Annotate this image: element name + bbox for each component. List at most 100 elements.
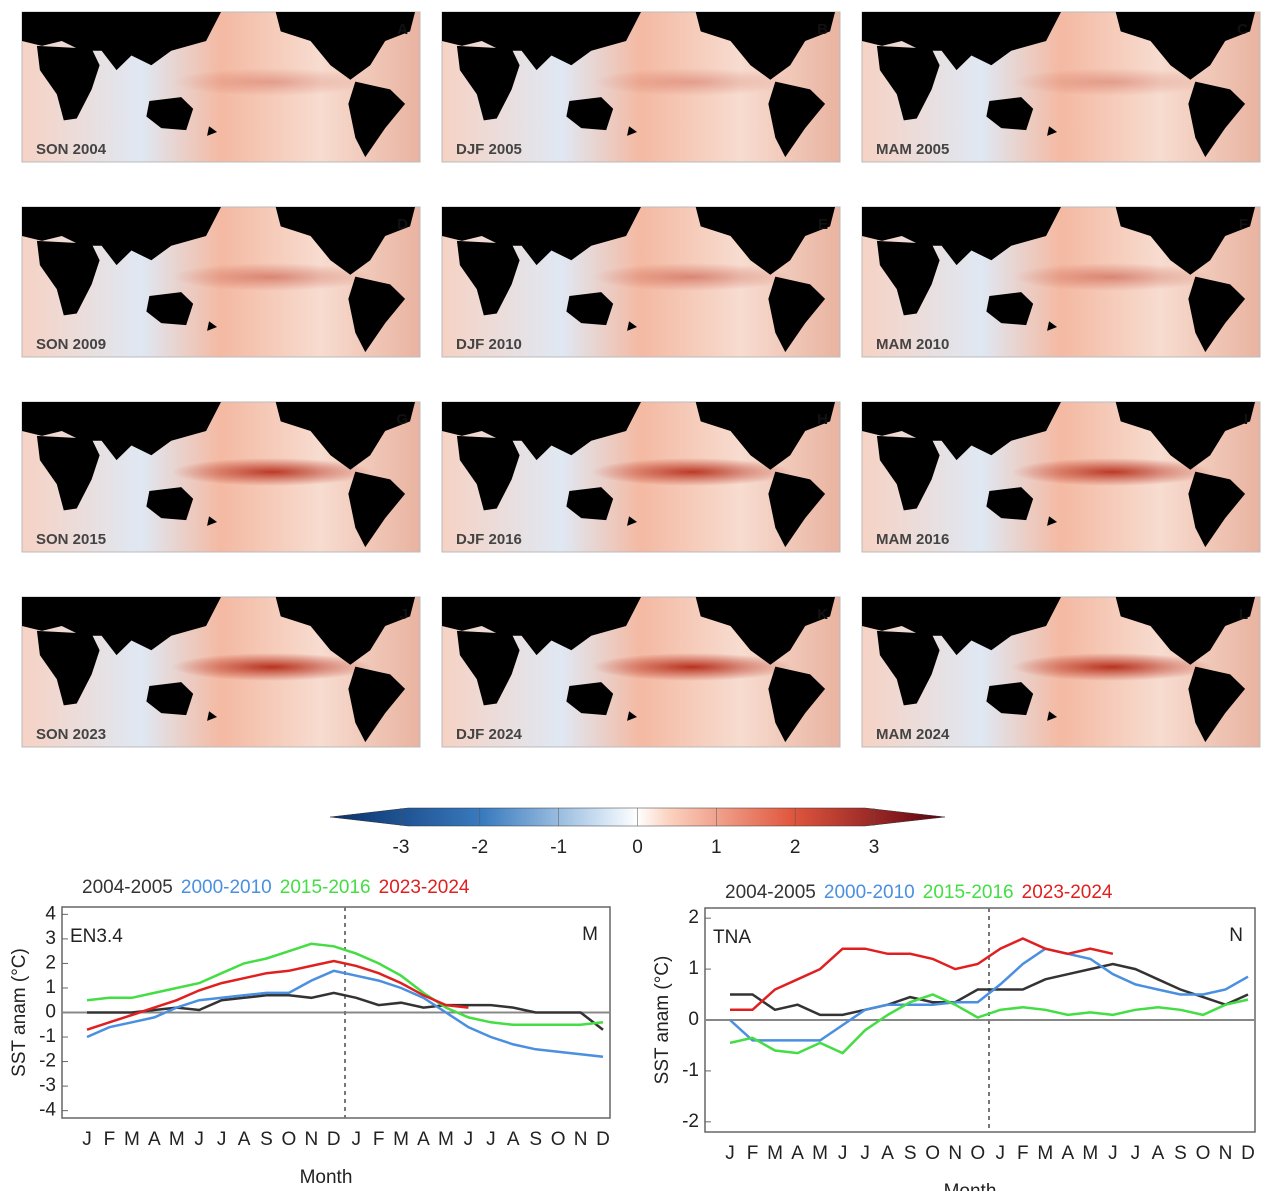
series-line (730, 937, 1114, 1012)
x-tick-label: M (124, 1129, 140, 1150)
series-line (729, 993, 1249, 1055)
x-tick-label: S (260, 1129, 273, 1150)
x-tick-label: M (393, 1129, 409, 1150)
map-anomaly (1012, 653, 1212, 681)
x-tick-label: N (304, 1129, 318, 1150)
map-season-label: DJF 2005 (456, 141, 522, 158)
x-tick-label: J (194, 1129, 204, 1150)
x-tick-label: J (860, 1143, 870, 1164)
panel-letter: N (1229, 925, 1243, 946)
x-tick-label: A (148, 1129, 161, 1150)
x-tick-label: J (351, 1129, 361, 1150)
colorbar-tick-label: 1 (711, 837, 722, 858)
map-panel: SON 2015 G (21, 401, 421, 553)
y-tick-label: 0 (45, 1002, 56, 1023)
map-letter: G (396, 411, 408, 428)
x-tick-label: A (1061, 1143, 1074, 1164)
x-tick-label: D (1241, 1143, 1255, 1164)
y-tick-label: 1 (45, 977, 56, 998)
x-tick-label: M (812, 1143, 828, 1164)
map-season-label: SON 2004 (36, 141, 107, 158)
x-tick-label: S (904, 1143, 917, 1164)
legend-entry: 2004-2005 (725, 882, 816, 903)
x-tick-label: M (1082, 1143, 1098, 1164)
x-tick-label: A (417, 1129, 430, 1150)
map-letter: E (818, 216, 828, 233)
map-panel: SON 2023 J (21, 596, 421, 748)
x-tick-label: J (996, 1143, 1006, 1164)
map-panel: DJF 2005 B (441, 11, 841, 163)
map-season-label: DJF 2016 (456, 531, 522, 548)
map-anomaly (172, 458, 372, 486)
x-tick-label: A (881, 1143, 894, 1164)
colorbar-tick-label: 0 (632, 837, 643, 858)
map-anomaly (172, 68, 372, 96)
series-line (729, 947, 1249, 1042)
map-letter: K (817, 606, 828, 623)
map-letter: B (817, 21, 828, 38)
legend-entry: 2000-2010 (181, 877, 272, 898)
map-season-label: DJF 2024 (456, 726, 523, 743)
map-letter: F (1239, 216, 1248, 233)
y-axis-label: SST anam (°C) (652, 956, 673, 1085)
colorbar-tick-label: -1 (550, 837, 567, 858)
x-tick-label: S (1174, 1143, 1187, 1164)
map-season-label: MAM 2024 (876, 726, 950, 743)
x-axis-label: Month (300, 1167, 353, 1188)
x-tick-label: J (217, 1129, 227, 1150)
region-label: EN3.4 (70, 926, 123, 947)
map-anomaly (592, 263, 792, 291)
map-anomaly (592, 458, 792, 486)
x-tick-label: D (327, 1129, 341, 1150)
x-tick-label: N (1219, 1143, 1233, 1164)
y-tick-label: 2 (688, 907, 699, 928)
colorbar-tick-label: 2 (790, 837, 801, 858)
map-letter: D (397, 216, 408, 233)
y-tick-label: -2 (39, 1051, 56, 1072)
map-letter: J (400, 606, 408, 623)
series-line (730, 962, 1249, 1017)
x-tick-label: F (104, 1129, 116, 1150)
x-tick-label: A (1152, 1143, 1165, 1164)
map-panel: SON 2004 A (21, 11, 421, 163)
x-tick-label: M (169, 1129, 185, 1150)
map-season-label: SON 2015 (36, 531, 106, 548)
map-season-label: SON 2023 (36, 726, 106, 743)
legend-entry: 2015-2016 (280, 877, 371, 898)
map-letter: L (1239, 606, 1248, 623)
x-tick-label: O (551, 1129, 566, 1150)
x-tick-label: F (1017, 1143, 1029, 1164)
y-tick-label: 1 (688, 958, 699, 979)
x-tick-label: F (747, 1143, 759, 1164)
x-tick-label: J (1131, 1143, 1141, 1164)
x-tick-label: S (529, 1129, 542, 1150)
map-season-label: SON 2009 (36, 336, 106, 353)
map-panel: MAM 2010 F (861, 206, 1261, 358)
map-season-label: DJF 2010 (456, 336, 522, 353)
y-tick-label: 0 (688, 1009, 699, 1030)
map-anomaly (592, 653, 792, 681)
series-line (86, 959, 469, 1031)
map-season-label: MAM 2005 (876, 141, 949, 158)
map-panel: MAM 2016 I (861, 401, 1261, 553)
map-anomaly (172, 263, 372, 291)
x-tick-label: A (238, 1129, 251, 1150)
y-tick-label: 2 (45, 952, 56, 973)
x-tick-label: O (282, 1129, 297, 1150)
legend-entry: 2023-2024 (1022, 882, 1113, 903)
map-anomaly (1012, 68, 1212, 96)
x-tick-label: J (486, 1129, 496, 1150)
y-axis-label: SST anam (°C) (9, 948, 30, 1077)
y-tick-label: -3 (39, 1075, 56, 1096)
map-letter: H (817, 411, 828, 428)
x-tick-label: N (948, 1143, 962, 1164)
map-anomaly (1012, 263, 1212, 291)
x-tick-label: J (1108, 1143, 1118, 1164)
map-panel: DJF 2024 K (441, 596, 841, 748)
y-tick-label: -1 (39, 1026, 56, 1047)
x-tick-label: J (725, 1143, 735, 1164)
map-season-label: MAM 2016 (876, 531, 949, 548)
colorbar-tick-label: 3 (869, 837, 880, 858)
y-tick-label: 4 (45, 903, 56, 924)
